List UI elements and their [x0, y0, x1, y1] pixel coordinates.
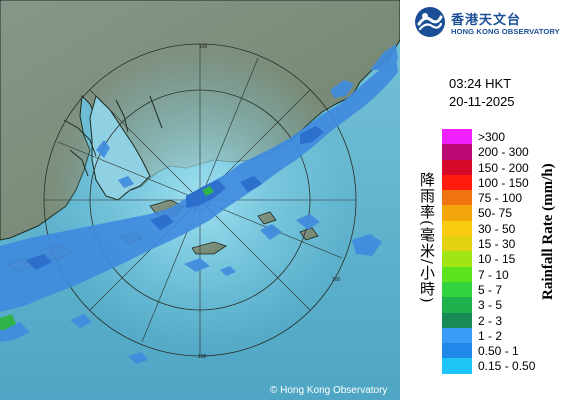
legend-item: 200 - 300	[442, 144, 577, 160]
legend-item: 7 - 10	[442, 266, 577, 282]
legend-label: 2 - 3	[478, 313, 503, 328]
legend-label: 30 - 50	[478, 221, 516, 236]
legend-item: 50- 75	[442, 205, 577, 221]
legend-swatch	[442, 144, 472, 160]
org-name-en: HONG KONG OBSERVATORY	[451, 27, 560, 36]
legend-swatch	[442, 343, 472, 359]
legend-swatch	[442, 190, 472, 206]
legend-label: 15 - 30	[478, 237, 516, 252]
legend-swatch	[442, 312, 472, 328]
copyright-credit: © Hong Kong Observatory	[270, 385, 388, 396]
legend-item: 30 - 50	[442, 220, 577, 237]
legend-item: 150 - 200	[442, 159, 577, 175]
legend-item: 10 - 15	[442, 251, 577, 267]
legend-label: 1 - 2	[478, 328, 503, 343]
legend-label: 0.15 - 0.50	[478, 359, 536, 374]
legend-swatch	[442, 236, 472, 252]
info-panel: 香港天文台 HONG KONG OBSERVATORY 03:24 HKT 20…	[400, 0, 577, 400]
legend-item: 3 - 5	[442, 297, 577, 313]
legend-item: 2 - 3	[442, 312, 577, 328]
legend-title-zh: 降雨率(毫米/小時)	[418, 172, 436, 304]
legend-item: >300	[442, 129, 577, 145]
observation-date: 20-11-2025	[449, 94, 515, 109]
legend-item: 1 - 2	[442, 327, 577, 344]
legend-swatch	[442, 220, 472, 237]
legend-swatch	[442, 266, 472, 282]
legend-label: 200 - 300	[478, 145, 529, 160]
legend-swatch	[442, 358, 472, 374]
legend-swatch	[442, 159, 472, 175]
rain-echoes	[0, 44, 398, 364]
legend-label: 100 - 150	[478, 175, 529, 190]
legend-swatch	[442, 297, 472, 313]
legend-label: 75 - 100	[478, 191, 523, 206]
rain-echoes-moderate	[0, 186, 214, 330]
legend-title-en: Rainfall Rate (mm/h)	[540, 163, 556, 300]
legend-item: 0.50 - 1	[442, 343, 577, 359]
legend-label: 0.50 - 1	[478, 344, 519, 359]
range-label-south: 100	[198, 354, 207, 360]
legend-label: >300	[478, 130, 506, 144]
legend-label: 50- 75	[478, 206, 513, 221]
legend-item: 100 - 150	[442, 174, 577, 191]
legend-item: 0.15 - 0.50	[442, 358, 577, 374]
legend-item: 75 - 100	[442, 190, 577, 206]
legend-item: 5 - 7	[442, 281, 577, 298]
legend-swatch	[442, 281, 472, 298]
range-label-southeast: 100	[332, 277, 341, 283]
legend-item: 15 - 30	[442, 236, 577, 252]
legend-label: 150 - 200	[478, 160, 529, 175]
observation-time: 03:24 HKT	[449, 76, 512, 91]
legend-label: 10 - 15	[478, 252, 516, 267]
range-label-north: 100	[199, 44, 208, 50]
legend-swatch	[442, 251, 472, 267]
legend-label: 7 - 10	[478, 267, 509, 282]
legend-label: 5 - 7	[478, 282, 503, 297]
hko-emblem-icon	[415, 7, 445, 37]
radar-map: 100 100 100 © Hong Kong Observatory	[0, 0, 400, 400]
legend-label: 3 - 5	[478, 298, 503, 313]
legend-swatch	[442, 205, 472, 221]
radar-map-svg: 100 100 100	[0, 0, 400, 400]
hko-logo: 香港天文台 HONG KONG OBSERVATORY	[414, 6, 574, 40]
rainfall-legend: >300 200 - 300 150 - 200 100 - 150 75 - 100 5…	[442, 129, 577, 374]
legend-swatch	[442, 129, 472, 145]
legend-swatch	[442, 174, 472, 191]
legend-swatch	[442, 327, 472, 344]
org-name-zh: 香港天文台	[451, 13, 522, 28]
